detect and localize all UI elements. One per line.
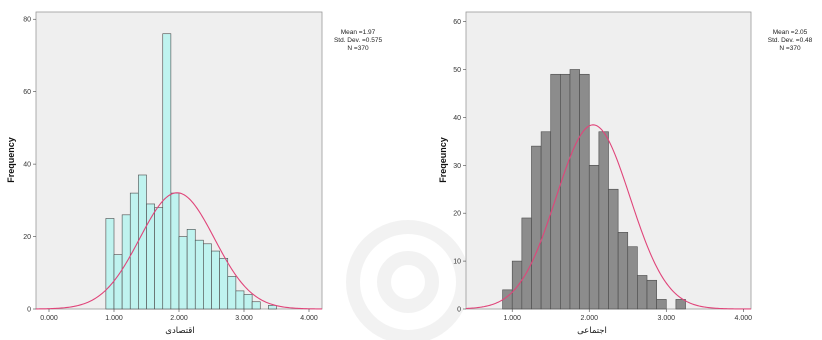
histogram-bar xyxy=(569,69,580,310)
y-tick-label: 80 xyxy=(23,17,31,24)
histogram-bar xyxy=(251,301,261,310)
histogram-bar xyxy=(588,164,600,310)
x-tick-label: 2.000 xyxy=(170,315,188,322)
x-axis-title: اجتماعی xyxy=(577,326,607,336)
bars-group xyxy=(502,69,686,310)
histogram-economic: 0 20 40 60 80 0.000 1.000 2.000 3.000 4.000 Freq… xyxy=(6,11,383,336)
stat-std-dev: Std. Dev. =0.48 xyxy=(768,37,813,44)
stats-box: Mean =2.05 Std. Dev. =0.48 N =370 xyxy=(768,29,813,52)
x-axis-title: اقتصادی xyxy=(165,326,194,336)
stat-n: N =370 xyxy=(779,45,801,52)
y-tick-label: 30 xyxy=(453,163,461,170)
y-tick-label: 50 xyxy=(453,67,461,74)
y-tick-label: 60 xyxy=(453,19,461,26)
histogram-bar xyxy=(550,73,561,310)
histogram-bar xyxy=(211,250,220,310)
x-tick-label: 4.000 xyxy=(300,315,318,322)
y-tick-label: 40 xyxy=(23,162,31,169)
histogram-bar xyxy=(656,299,667,310)
histogram-bar xyxy=(540,131,552,310)
histogram-bar xyxy=(675,299,686,310)
y-axis-title: Freqeuncy xyxy=(438,137,448,183)
x-tick-label: 2.000 xyxy=(580,315,598,322)
histogram-bar xyxy=(186,229,196,310)
x-axis-ticks: 0.000 1.000 2.000 3.000 4.000 xyxy=(40,309,318,322)
histogram-bar xyxy=(138,174,147,310)
y-axis-ticks: 0 20 40 60 80 xyxy=(23,17,36,314)
histogram-bar xyxy=(521,217,532,310)
stat-mean: Mean =1.97 xyxy=(341,29,376,36)
y-tick-label: 20 xyxy=(23,234,31,241)
histogram-bar xyxy=(243,294,253,310)
histogram-bar xyxy=(162,33,172,310)
histogram-bar xyxy=(560,73,571,310)
x-axis-ticks: 1.000 2.000 3.000 4.000 xyxy=(503,309,752,322)
x-tick-label: 3.000 xyxy=(658,315,676,322)
x-tick-label: 0.000 xyxy=(40,315,58,322)
histogram-bar xyxy=(219,257,229,310)
normal-curve xyxy=(465,124,751,310)
histogram-bar xyxy=(203,243,212,310)
histogram-bar xyxy=(146,203,155,310)
normal-curve xyxy=(35,192,323,310)
watermark-logo xyxy=(346,220,470,340)
histogram-bar xyxy=(105,218,115,310)
y-axis-ticks: 0 10 20 30 40 50 60 xyxy=(453,19,466,314)
histogram-bar xyxy=(598,131,609,310)
histogram-bar xyxy=(178,236,188,310)
bars-group xyxy=(105,33,277,310)
histogram-bar xyxy=(113,254,123,310)
y-tick-label: 0 xyxy=(457,307,461,314)
y-tick-label: 10 xyxy=(453,259,461,266)
y-axis-title: Frequency xyxy=(6,137,16,183)
x-tick-label: 1.000 xyxy=(105,315,123,322)
histogram-bar xyxy=(608,188,619,310)
histogram-bar xyxy=(531,145,542,310)
histogram-bar xyxy=(170,192,180,310)
histogram-social: 0 10 20 30 40 50 60 1.000 2.000 3.000 4.000 Freqe… xyxy=(438,11,813,336)
stat-n: N =370 xyxy=(347,45,369,52)
x-tick-label: 1.000 xyxy=(503,315,521,322)
y-tick-label: 60 xyxy=(23,89,31,96)
x-tick-label: 4.000 xyxy=(735,315,753,322)
histogram-bar xyxy=(637,275,648,310)
stat-std-dev: Std. Dev. =0.575 xyxy=(334,37,383,44)
histogram-bar xyxy=(268,305,277,310)
histogram-bar xyxy=(227,276,237,310)
histogram-bar xyxy=(194,239,204,310)
y-tick-label: 40 xyxy=(453,115,461,122)
y-tick-label: 0 xyxy=(27,307,31,314)
y-tick-label: 20 xyxy=(453,211,461,218)
stats-box: Mean =1.97 Std. Dev. =0.575 N =370 xyxy=(334,29,383,52)
x-tick-label: 3.000 xyxy=(235,315,253,322)
histogram-bar xyxy=(627,246,638,310)
histogram-bar xyxy=(154,207,164,310)
histogram-bar xyxy=(617,232,629,310)
histogram-bar xyxy=(646,279,657,310)
histogram-bar xyxy=(579,73,590,310)
histogram-bar xyxy=(235,290,245,310)
histogram-bar xyxy=(129,192,139,310)
histogram-bar xyxy=(511,260,523,310)
stat-mean: Mean =2.05 xyxy=(773,29,808,36)
